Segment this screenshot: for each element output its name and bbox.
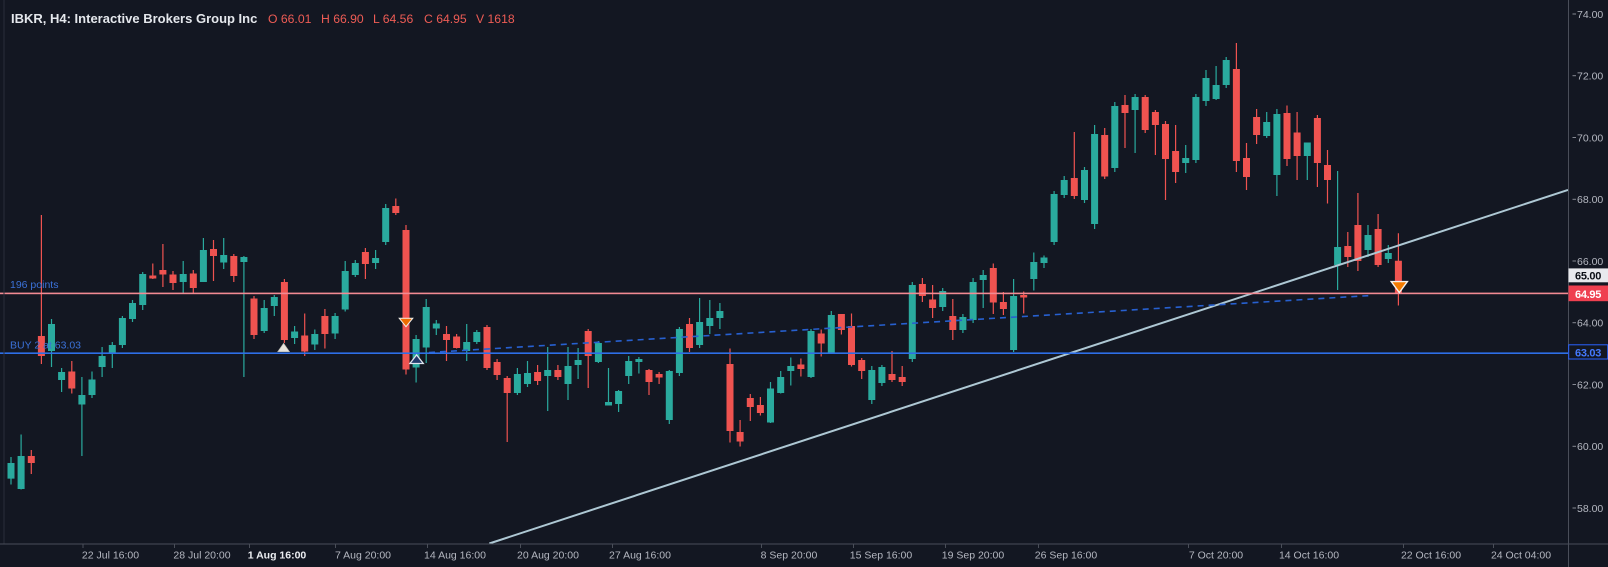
svg-text:14 Aug 16:00: 14 Aug 16:00 <box>424 550 486 562</box>
svg-text:66.00: 66.00 <box>1577 256 1603 268</box>
svg-text:8 Sep 20:00: 8 Sep 20:00 <box>761 550 818 562</box>
svg-text:7 Aug 20:00: 7 Aug 20:00 <box>335 550 391 562</box>
svg-text:63.03: 63.03 <box>1575 347 1601 359</box>
svg-text:14 Oct 16:00: 14 Oct 16:00 <box>1279 550 1339 562</box>
svg-text:IBKR, H4: Interactive Brokers: IBKR, H4: Interactive Brokers Group Inc <box>11 11 257 26</box>
svg-text:74.00: 74.00 <box>1577 9 1603 21</box>
svg-text:20 Aug 20:00: 20 Aug 20:00 <box>517 550 579 562</box>
svg-text:22 Jul 16:00: 22 Jul 16:00 <box>82 550 139 562</box>
svg-text:C 64.95: C 64.95 <box>424 12 467 26</box>
svg-text:70.00: 70.00 <box>1577 132 1603 144</box>
svg-text:64.00: 64.00 <box>1577 318 1603 330</box>
svg-text:L 64.56: L 64.56 <box>373 12 413 26</box>
svg-text:O 66.01: O 66.01 <box>268 12 312 26</box>
svg-text:19 Sep 20:00: 19 Sep 20:00 <box>942 550 1005 562</box>
svg-text:28 Jul 20:00: 28 Jul 20:00 <box>173 550 230 562</box>
svg-text:1 Aug 16:00: 1 Aug 16:00 <box>248 550 307 562</box>
svg-text:62.00: 62.00 <box>1577 379 1603 391</box>
svg-text:BUY 2 at 63.03: BUY 2 at 63.03 <box>10 340 81 352</box>
svg-text:58.00: 58.00 <box>1577 503 1603 515</box>
svg-text:72.00: 72.00 <box>1577 71 1603 83</box>
svg-text:65.00: 65.00 <box>1575 271 1601 283</box>
svg-text:64.95: 64.95 <box>1575 289 1601 301</box>
svg-text:27 Aug 16:00: 27 Aug 16:00 <box>609 550 671 562</box>
svg-text:15 Sep 16:00: 15 Sep 16:00 <box>850 550 913 562</box>
svg-text:H 66.90: H 66.90 <box>321 12 364 26</box>
svg-text:68.00: 68.00 <box>1577 194 1603 206</box>
svg-text:196 points: 196 points <box>10 279 58 291</box>
svg-text:60.00: 60.00 <box>1577 441 1603 453</box>
svg-text:24 Oct 04:00: 24 Oct 04:00 <box>1491 550 1551 562</box>
svg-text:V 1618: V 1618 <box>476 12 515 26</box>
svg-text:22 Oct 16:00: 22 Oct 16:00 <box>1401 550 1461 562</box>
svg-text:26 Sep 16:00: 26 Sep 16:00 <box>1035 550 1098 562</box>
svg-text:7 Oct 20:00: 7 Oct 20:00 <box>1189 550 1243 562</box>
